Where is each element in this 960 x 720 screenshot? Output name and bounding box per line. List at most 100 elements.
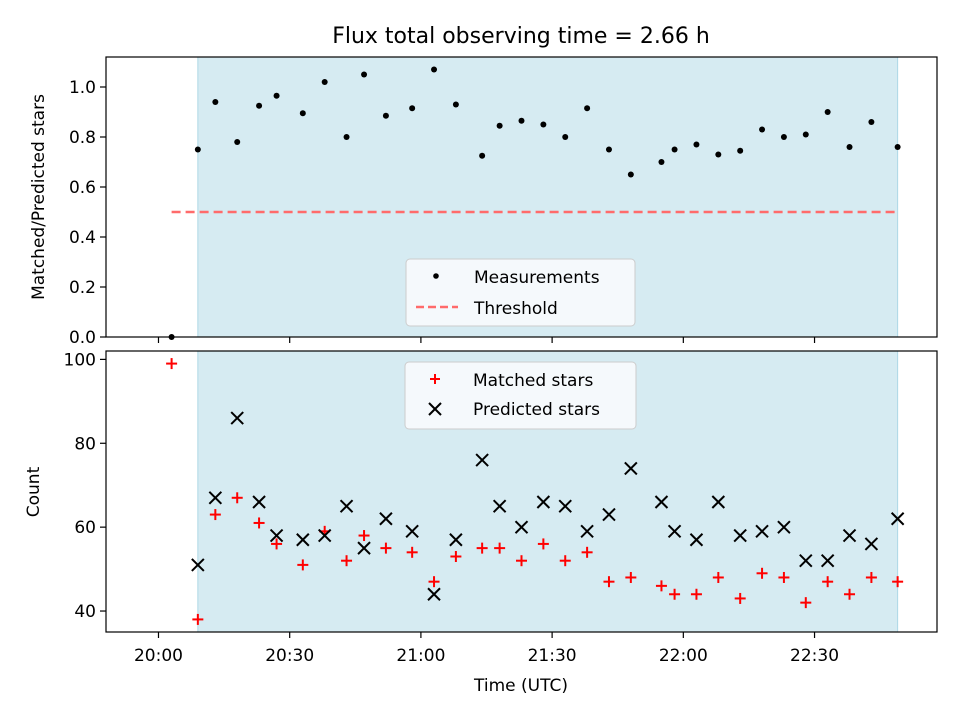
- measurement-point: [868, 119, 875, 125]
- bottom-series-matched: [166, 358, 904, 625]
- measurement-point: [780, 134, 787, 140]
- measurement-point: [693, 141, 700, 148]
- predicted-point: [379, 512, 393, 526]
- legend-threshold-label: Threshold: [473, 299, 558, 319]
- bottom-y-axis-label: Count: [24, 466, 44, 517]
- predicted-point: [208, 491, 223, 505]
- matched-point: [253, 517, 265, 529]
- predicted-point: [654, 495, 669, 509]
- bottom-x-tick-label: 20:00: [134, 646, 183, 666]
- predicted-point: [890, 512, 905, 526]
- predicted-point: [296, 533, 310, 547]
- bottom-x-tick-label: 21:30: [528, 646, 577, 666]
- bottom-x-axis: 20:00 20:30 21:00 21:30 22:00 22:30: [134, 632, 839, 666]
- measurement-point: [343, 134, 350, 140]
- matched-point: [655, 580, 667, 592]
- predicted-point: [689, 533, 704, 547]
- predicted-point: [475, 453, 489, 467]
- matched-point: [756, 567, 768, 579]
- predicted-point: [492, 499, 507, 513]
- measurement-point: [518, 117, 525, 124]
- legend-matched-label: Matched stars: [473, 371, 593, 391]
- legend-measurements-marker: [433, 273, 439, 279]
- top-y-tick-label: 0.4: [69, 228, 96, 248]
- top-legend-box: [405, 258, 636, 327]
- measurement-point: [273, 92, 280, 99]
- matched-point: [559, 555, 571, 567]
- matched-point: [712, 571, 724, 583]
- matched-point: [892, 576, 904, 588]
- predicted-point: [357, 541, 371, 555]
- measurement-point: [824, 109, 831, 115]
- bottom-legend-box: [404, 361, 637, 430]
- predicted-point: [427, 587, 441, 601]
- measurement-point: [737, 147, 744, 154]
- predicted-point: [799, 553, 813, 568]
- matched-point: [380, 542, 392, 554]
- bottom-x-tick-label: 20:30: [265, 646, 314, 666]
- measurement-point: [658, 159, 665, 165]
- top-y-tick-label: 0.8: [69, 128, 96, 148]
- matched-point: [800, 597, 812, 609]
- measurement-point: [321, 79, 328, 85]
- measurement-point: [671, 146, 678, 153]
- predicted-point: [624, 461, 638, 476]
- predicted-point: [711, 495, 726, 509]
- measurement-point: [382, 112, 389, 119]
- matched-point: [192, 613, 204, 625]
- bottom-x-tick-label: 21:00: [396, 646, 445, 666]
- matched-point: [537, 538, 549, 550]
- measurement-point: [431, 66, 438, 73]
- measurement-point: [802, 131, 809, 138]
- measurement-point: [479, 152, 486, 159]
- measurement-point: [846, 144, 853, 150]
- measurement-point: [715, 151, 722, 158]
- matched-point: [231, 492, 243, 504]
- bottom-series-predicted: [191, 411, 905, 601]
- predicted-point: [820, 553, 835, 568]
- bottom-y-tick-label: 100: [64, 350, 96, 370]
- measurement-point: [361, 71, 368, 78]
- matched-point: [669, 588, 681, 600]
- legend-matched-marker: [430, 374, 440, 384]
- matched-point: [844, 588, 856, 600]
- matched-point: [734, 592, 746, 604]
- top-x-ticks: [157, 337, 816, 343]
- predicted-point: [317, 528, 332, 543]
- bottom-y-axis: 40 60 80 100: [64, 350, 106, 622]
- matched-point: [476, 542, 488, 554]
- measurement-point: [299, 110, 306, 117]
- measurement-point: [234, 139, 241, 145]
- predicted-point: [580, 524, 594, 539]
- top-axes-frame: [105, 56, 938, 338]
- matched-point: [209, 509, 221, 521]
- matched-point: [581, 546, 593, 558]
- predicted-point: [733, 528, 747, 543]
- chart-title: Flux total observing time = 2.66 h: [332, 24, 710, 49]
- legend-measurements-label: Measurements: [474, 268, 600, 288]
- matched-point: [690, 588, 702, 600]
- predicted-point: [269, 528, 284, 543]
- predicted-point: [405, 524, 419, 539]
- predicted-point: [777, 520, 791, 534]
- bottom-axes-frame: [105, 350, 938, 633]
- measurement-point: [452, 101, 459, 108]
- measurement-point: [256, 102, 263, 109]
- top-y-axis: 0.0 0.2 0.4 0.6 0.8 1.0: [69, 78, 106, 348]
- predicted-point: [514, 520, 529, 534]
- bottom-x-axis-label: Time (UTC): [473, 676, 568, 696]
- matched-point: [516, 555, 527, 567]
- top-panel: 0.0 0.2 0.4 0.6 0.8 1.0 Matched/Predicted sta…: [29, 56, 938, 348]
- measurement-point: [212, 99, 219, 105]
- legend-predicted-marker: [428, 402, 442, 416]
- matched-point: [297, 559, 309, 571]
- predicted-point: [339, 499, 354, 513]
- predicted-point: [191, 558, 205, 572]
- predicted-point: [602, 507, 616, 522]
- bottom-y-tick-label: 80: [74, 434, 96, 454]
- predicted-point: [252, 495, 266, 509]
- predicted-point: [536, 495, 551, 509]
- matched-point: [341, 555, 353, 567]
- top-y-tick-label: 1.0: [69, 78, 96, 98]
